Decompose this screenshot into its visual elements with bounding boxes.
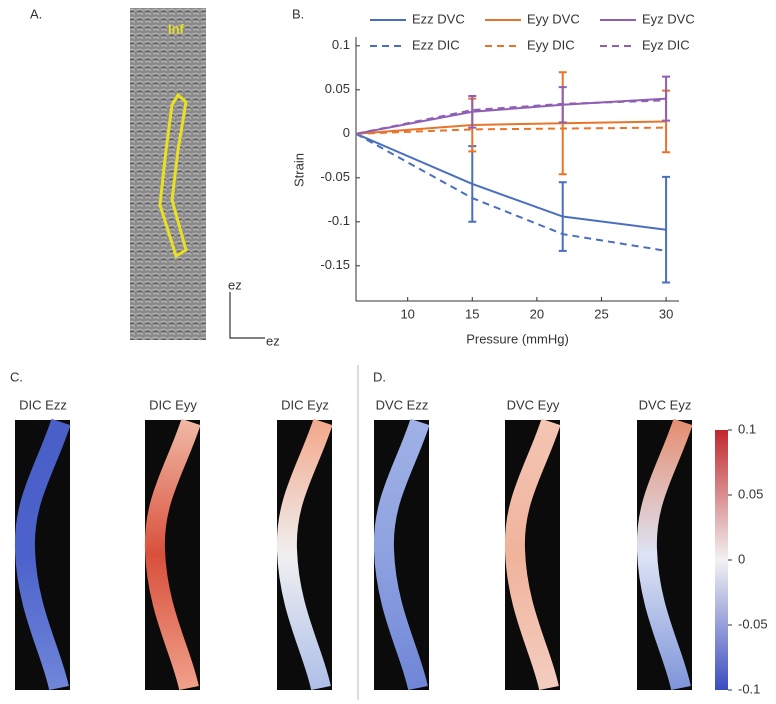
map-label: DIC Eyz	[281, 397, 329, 412]
x-tick-label: 30	[659, 306, 673, 321]
map-label: DVC Eyy	[507, 397, 560, 412]
colorbar-tick-label: 0	[738, 551, 745, 566]
axis-label: ez	[266, 333, 280, 348]
x-axis-label: Pressure (mmHg)	[466, 331, 569, 346]
line	[356, 100, 666, 133]
legend-label: Eyz DIC	[642, 37, 690, 52]
map-label: DIC Eyy	[149, 397, 197, 412]
axis-label: ez	[228, 277, 242, 292]
image-label: Inf	[168, 21, 185, 36]
x-tick-label: 20	[530, 306, 544, 321]
x-tick-label: 25	[594, 306, 608, 321]
y-tick-label: 0.05	[325, 81, 350, 96]
panel-label: A.	[30, 6, 42, 21]
y-tick-label: -0.15	[320, 257, 350, 272]
legend-label: Eyz DVC	[642, 11, 695, 26]
colorbar-tick-label: -0.1	[738, 681, 760, 696]
legend-label: Ezz DIC	[412, 37, 460, 52]
panel-label: D.	[373, 369, 386, 384]
axis-glyph	[230, 292, 265, 338]
colorbar-tick-label: 0.05	[738, 486, 763, 501]
legend-label: Ezz DVC	[412, 11, 465, 26]
line	[356, 121, 666, 133]
panel-label: C.	[10, 369, 23, 384]
y-tick-label: -0.1	[328, 213, 350, 228]
map-label: DVC Ezz	[376, 397, 429, 412]
figure: A. B. C. D. Inf ez ez -0.15 -0.1 -0.05 0 0.05 0.1 10 1…	[0, 0, 776, 704]
y-tick-label: -0.05	[320, 169, 350, 184]
legend-label: Eyy DIC	[527, 37, 575, 52]
legend-label: Eyy DVC	[527, 11, 580, 26]
image-a	[130, 8, 206, 340]
panel-label: B.	[292, 6, 304, 21]
colorbar	[715, 430, 728, 690]
map-label: DIC Ezz	[19, 397, 67, 412]
line	[356, 134, 666, 230]
line	[356, 99, 666, 134]
line	[356, 134, 666, 251]
x-tick-label: 15	[465, 306, 479, 321]
y-tick-label: 0.1	[332, 37, 350, 52]
y-tick-label: 0	[343, 125, 350, 140]
x-tick-label: 10	[400, 306, 414, 321]
map-label: DVC Eyz	[639, 397, 692, 412]
y-axis-label: Strain	[291, 153, 306, 187]
colorbar-tick-label: 0.1	[738, 421, 756, 436]
colorbar-tick-label: -0.05	[738, 616, 768, 631]
